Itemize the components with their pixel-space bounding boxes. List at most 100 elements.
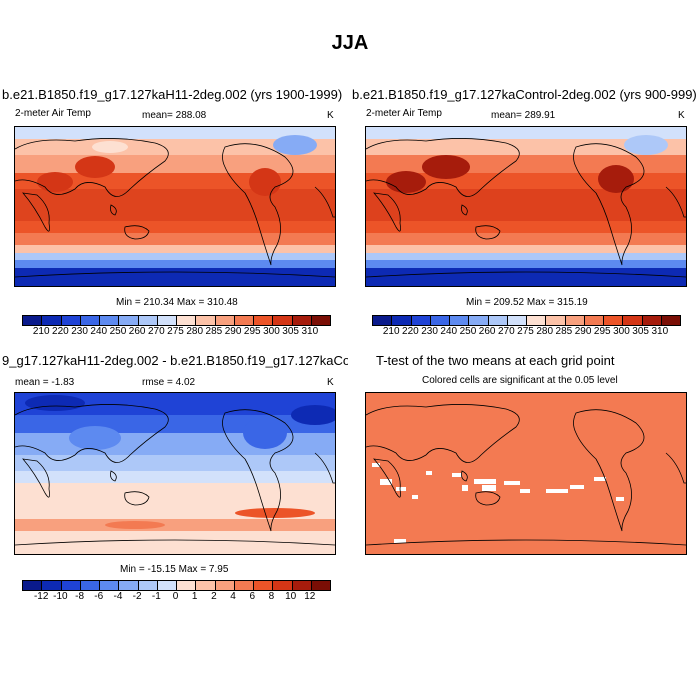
colorbar-swatch (604, 316, 624, 325)
colorbar-swatch (311, 316, 330, 325)
panel-bl-minmax: Min = -15.15 Max = 7.95 (120, 564, 229, 575)
colorbar-swatch (642, 316, 662, 325)
panel-tr-variable: 2-meter Air Temp (366, 108, 442, 119)
colorbar-swatch (254, 316, 274, 325)
colorbar-swatch (215, 581, 235, 590)
colorbar-tick-label: 220 (402, 326, 419, 337)
temperature-map-h11 (15, 127, 335, 286)
colorbar-swatch (215, 316, 235, 325)
colorbar-swatch (61, 316, 81, 325)
panel-tl-variable: 2-meter Air Temp (15, 108, 91, 119)
temperature-colorbar-right (372, 315, 681, 326)
colorbar-swatch (527, 316, 547, 325)
colorbar-tick-label: 280 (186, 326, 204, 337)
colorbar-tick-label: 295 (593, 326, 611, 337)
colorbar-swatch (623, 316, 643, 325)
colorbar-swatch (100, 316, 120, 325)
colorbar-tick-label: 8 (268, 591, 275, 602)
colorbar-tick-label: 12 (304, 591, 316, 602)
colorbar-swatch (196, 581, 216, 590)
colorbar-tick-label: 0 (172, 591, 179, 602)
colorbar-tick-label: 310 (301, 326, 319, 337)
panel-tl-case-title: b.e21.B1850.f19_g17.127kaH11-2deg.002 (y… (2, 87, 343, 102)
panel-bl-units: K (327, 377, 334, 388)
colorbar-tick-label: -2 (132, 591, 142, 602)
panel-tr-units: K (678, 110, 685, 121)
colorbar-swatch (392, 316, 412, 325)
panel-bl-mean: mean = -1.83 (15, 377, 75, 388)
ttest-significance-map (366, 393, 686, 554)
colorbar-tick-label: -4 (113, 591, 123, 602)
colorbar-tick-label: -6 (94, 591, 104, 602)
colorbar-tick-label: 275 (167, 326, 184, 337)
colorbar-tick-label: 295 (243, 326, 261, 337)
colorbar-swatch (42, 581, 62, 590)
colorbar-tick-label: 310 (651, 326, 669, 337)
colorbar-swatch (488, 316, 508, 325)
colorbar-swatch (584, 316, 604, 325)
panel-bl-rmse: rmse = 4.02 (142, 377, 196, 388)
colorbar-tick-label: 1 (191, 591, 198, 602)
panel-tl-units: K (327, 110, 334, 121)
colorbar-tick-label: -12 (33, 591, 49, 602)
colorbar-tick-label: 290 (224, 326, 242, 337)
colorbar-tick-label: 220 (52, 326, 69, 337)
colorbar-tick-label: 2 (211, 591, 217, 602)
colorbar-tick-label: 300 (613, 326, 630, 337)
colorbar-swatch (138, 581, 158, 590)
colorbar-tick-label: 250 (459, 326, 477, 337)
colorbar-tick-label: 230 (421, 326, 438, 337)
colorbar-tick-label: 10 (285, 591, 297, 602)
colorbar-tick-label: 6 (249, 591, 256, 602)
colorbar-tick-label: 280 (536, 326, 554, 337)
difference-map (15, 393, 335, 554)
colorbar-swatch (80, 581, 100, 590)
colorbar-swatch (565, 316, 585, 325)
colorbar-tick-label: 210 (382, 326, 400, 337)
colorbar-swatch (469, 316, 489, 325)
colorbar-swatch (430, 316, 450, 325)
colorbar-tick-label: 260 (128, 326, 146, 337)
colorbar-tick-label: 260 (478, 326, 496, 337)
panel-tl-mean: mean= 288.08 (142, 110, 207, 121)
colorbar-swatch (23, 581, 43, 590)
colorbar-swatch (234, 316, 254, 325)
colorbar-tick-label: 270 (497, 326, 515, 337)
colorbar-tick-label: 275 (517, 326, 534, 337)
colorbar-swatch (292, 581, 312, 590)
panel-tr-case-title: b.e21.B1850.f19_g17.127kaControl-2deg.00… (352, 87, 697, 102)
colorbar-tick-label: 305 (632, 326, 649, 337)
colorbar-swatch (292, 316, 312, 325)
colorbar-swatch (80, 316, 100, 325)
colorbar-tick-label: 240 (440, 326, 458, 337)
difference-colorbar (22, 580, 331, 591)
colorbar-swatch (138, 316, 158, 325)
colorbar-swatch (177, 581, 197, 590)
colorbar-swatch (234, 581, 254, 590)
colorbar-tick-label: -8 (75, 591, 85, 602)
panel-bl-case-title: 9_g17.127kaH11-2deg.002 - b.e21.B1850.f1… (2, 353, 348, 368)
panel-tl-map (14, 126, 336, 287)
colorbar-swatch (661, 316, 680, 325)
colorbar-swatch (23, 316, 43, 325)
colorbar-swatch (273, 581, 293, 590)
panel-tr-minmax: Min = 209.52 Max = 315.19 (466, 297, 588, 308)
colorbar-swatch (119, 316, 139, 325)
colorbar-swatch (177, 316, 197, 325)
colorbar-swatch (507, 316, 527, 325)
colorbar-swatch (254, 581, 274, 590)
colorbar-tick-label: 270 (147, 326, 165, 337)
colorbar-swatch (546, 316, 566, 325)
colorbar-swatch (100, 581, 120, 590)
colorbar-swatch (42, 316, 62, 325)
colorbar-swatch (157, 581, 177, 590)
colorbar-tick-label: -1 (151, 591, 161, 602)
colorbar-tick-label: 4 (230, 591, 236, 602)
colorbar-swatch (373, 316, 393, 325)
panel-tr-map (365, 126, 687, 287)
colorbar-swatch (450, 316, 470, 325)
colorbar-tick-label: 250 (109, 326, 127, 337)
figure-title: JJA (331, 32, 369, 54)
colorbar-tick-label: 240 (90, 326, 108, 337)
colorbar-swatch (273, 316, 293, 325)
